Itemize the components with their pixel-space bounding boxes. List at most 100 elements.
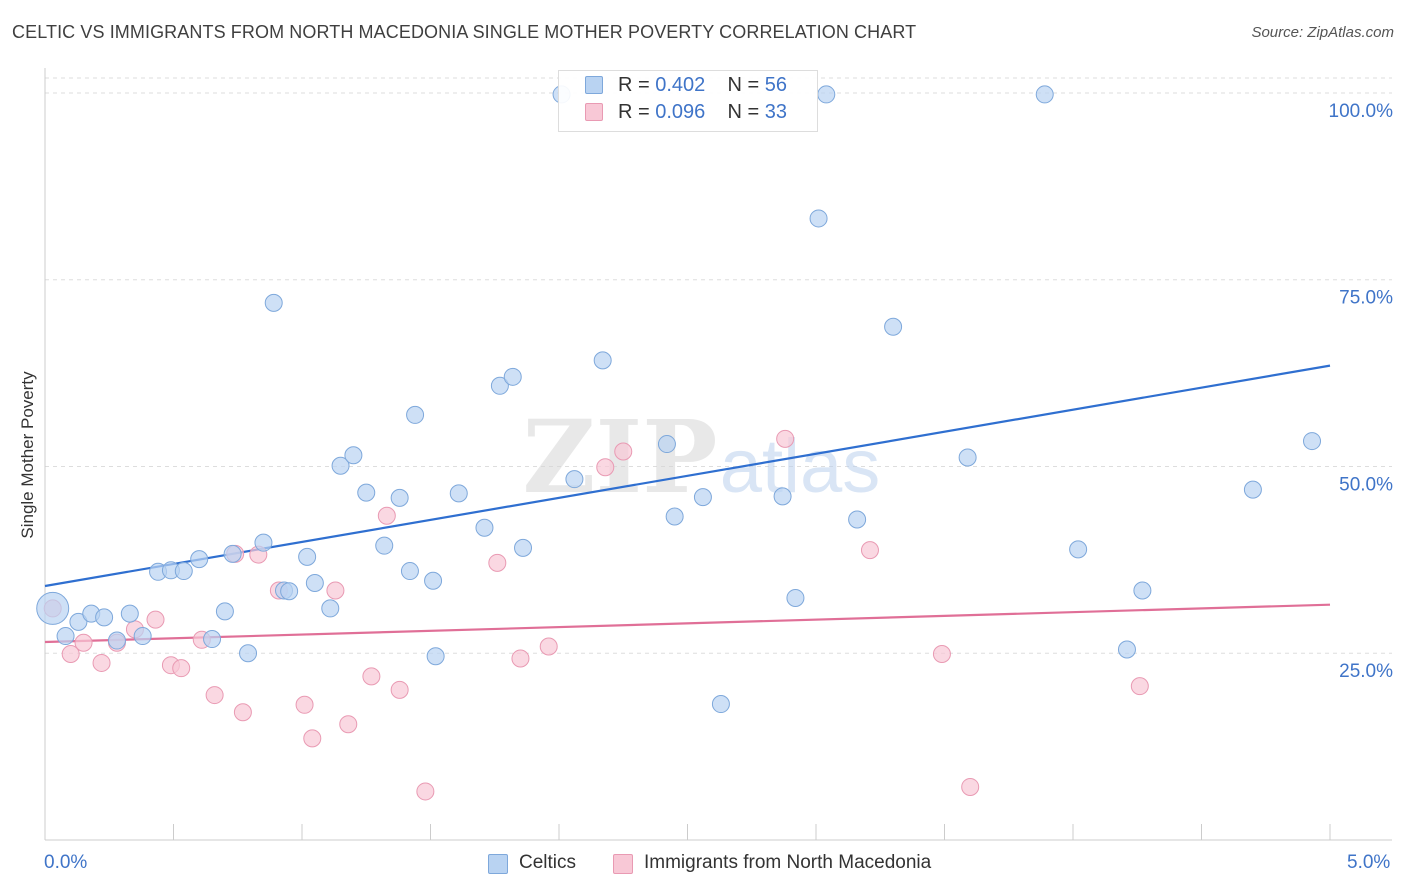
- macedonia-point: [596, 458, 615, 477]
- macedonia-point: [776, 429, 795, 448]
- celtics-point: [56, 627, 75, 646]
- y-tick-label: 25.0%: [1339, 661, 1393, 682]
- celtics-point: [357, 483, 376, 502]
- bottom-legend-swatch-blue: [488, 854, 508, 874]
- stats-legend: R = 0.402 N = 56 R = 0.096 N = 33: [558, 70, 818, 132]
- celtics-point: [280, 582, 299, 601]
- celtics-point: [203, 630, 222, 649]
- y-tick-label: 50.0%: [1339, 474, 1393, 495]
- celtics-point: [215, 602, 234, 621]
- legend-r-label: R =: [618, 101, 656, 123]
- celtics-point: [305, 574, 324, 593]
- celtics-point: [773, 487, 792, 506]
- celtics-point: [331, 456, 350, 475]
- celtics-point: [1303, 432, 1322, 451]
- macedonia-point: [362, 667, 381, 686]
- legend-r-label: R =: [618, 74, 656, 96]
- celtics-point: [95, 608, 114, 627]
- macedonia-point: [511, 649, 530, 668]
- source-label: Source: ZipAtlas.com: [1251, 24, 1394, 41]
- chart-title: CELTIC VS IMMIGRANTS FROM NORTH MACEDONI…: [12, 22, 917, 42]
- celtics-point: [503, 367, 522, 386]
- axis-layer: [44, 68, 1392, 841]
- celtics-point: [120, 604, 139, 623]
- bottom-legend-label: Immigrants from North Macedonia: [644, 852, 932, 873]
- legend-n-value: 56: [764, 74, 788, 96]
- macedonia-point: [961, 777, 980, 796]
- celtics-point: [400, 562, 419, 581]
- macedonia-point: [295, 695, 314, 714]
- celtics-point: [298, 547, 317, 566]
- celtics-point: [565, 470, 584, 489]
- celtics-point: [817, 85, 836, 104]
- y-axis-label: Single Mother Poverty: [18, 371, 37, 539]
- x-tick-label-min: 0.0%: [44, 852, 88, 873]
- legend-r-value: 0.096: [655, 101, 706, 123]
- macedonia-point: [860, 541, 879, 560]
- macedonia-point: [92, 653, 111, 672]
- macedonia-point: [172, 659, 191, 678]
- celtics-point: [809, 209, 828, 228]
- celtics-point: [711, 695, 730, 714]
- y-tick-label: 100.0%: [1329, 101, 1394, 122]
- celtics-point: [786, 588, 805, 607]
- macedonia-point: [539, 637, 558, 656]
- macedonia-point: [146, 610, 165, 629]
- celtics-point: [1035, 85, 1054, 104]
- bottom-legend-label: Celtics: [519, 852, 577, 873]
- celtics-point: [1117, 640, 1136, 659]
- macedonia-point: [1130, 677, 1149, 696]
- celtics-point: [36, 591, 70, 625]
- legend-r-value: 0.402: [655, 74, 706, 96]
- celtics-point: [264, 293, 283, 312]
- macedonia-point: [932, 644, 951, 663]
- celtics-point: [665, 507, 684, 526]
- celtics-point: [254, 533, 273, 552]
- celtics-point: [375, 536, 394, 555]
- celtics-point: [424, 571, 443, 590]
- macedonia-point: [74, 633, 93, 652]
- legend-n-label: N =: [727, 74, 765, 96]
- celtics-point: [1133, 581, 1152, 600]
- celtics-point: [490, 376, 509, 395]
- celtics-point: [390, 488, 409, 507]
- macedonia-point: [416, 782, 435, 801]
- celtics-point: [406, 405, 425, 424]
- celtics-point: [69, 612, 88, 631]
- macedonia-point: [339, 715, 358, 734]
- points-layer: [36, 85, 1322, 801]
- celtics-point: [107, 631, 126, 650]
- macedonia-point: [61, 644, 80, 663]
- legend-swatch-blue: [585, 76, 603, 94]
- y-tick-label: 75.0%: [1339, 288, 1393, 309]
- celtics-point: [344, 446, 363, 465]
- celtics-point: [223, 544, 242, 563]
- celtics-point: [1243, 480, 1262, 499]
- celtics-point: [693, 488, 712, 507]
- bottom-legend-swatch-pink: [613, 854, 633, 874]
- macedonia-point: [614, 442, 633, 461]
- celtics-point: [239, 644, 258, 663]
- grid-layer: [45, 77, 1392, 654]
- celtics-point: [884, 317, 903, 336]
- macedonia-point: [377, 506, 396, 525]
- celtics-point: [1069, 540, 1088, 559]
- celtics-point: [475, 518, 494, 537]
- celtics-point: [449, 484, 468, 503]
- x-tick-label-max: 5.0%: [1347, 852, 1391, 873]
- trend-line-macedonia: [44, 603, 1331, 644]
- celtics-point: [426, 647, 445, 666]
- celtics-point: [321, 599, 340, 618]
- y-tick-labels: 25.0% 50.0% 75.0% 100.0%: [1329, 101, 1394, 682]
- celtics-point: [133, 627, 152, 646]
- macedonia-point: [390, 680, 409, 699]
- legend-n-value: 33: [764, 101, 788, 123]
- macedonia-point: [233, 703, 252, 722]
- macedonia-point: [303, 729, 322, 748]
- celtics-point: [848, 510, 867, 529]
- macedonia-point: [205, 686, 224, 705]
- celtics-point: [657, 435, 676, 454]
- celtics-point: [958, 448, 977, 467]
- celtics-point: [190, 550, 209, 569]
